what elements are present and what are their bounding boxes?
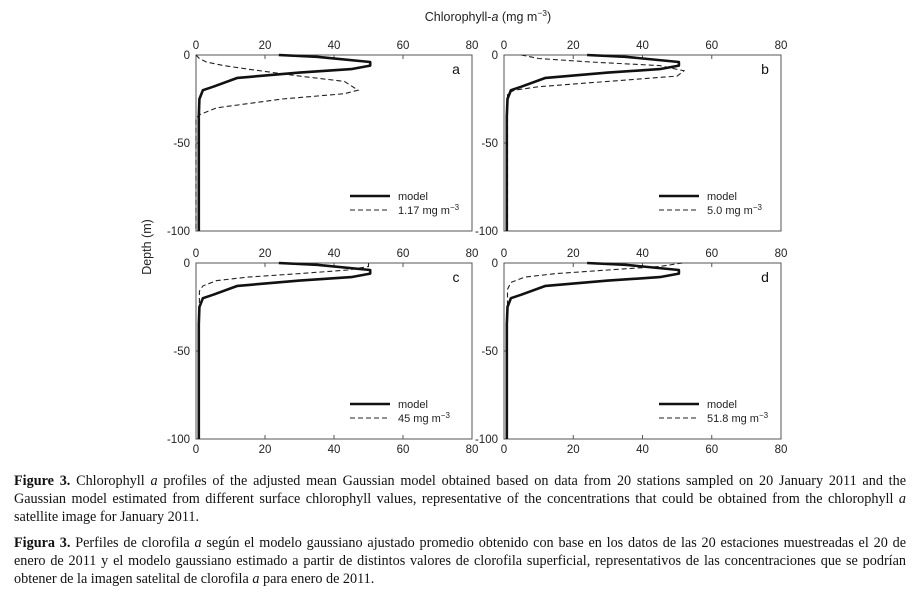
- y-tick-label: 0: [184, 258, 190, 270]
- caption-spanish: Figura 3. Perfiles de clorofila a según …: [14, 535, 906, 587]
- x-tick-label: 0: [193, 40, 199, 52]
- panel-letter: c: [453, 269, 460, 285]
- x-tick-label-bottom: 60: [705, 444, 718, 456]
- x-tick-label: 60: [705, 248, 718, 260]
- x-tick-label: 80: [775, 248, 788, 260]
- legend-surface-label: 1.17 mg m−3: [398, 203, 460, 217]
- legend-model-label: model: [707, 191, 737, 203]
- x-tick-label-bottom: 20: [259, 444, 272, 456]
- x-tick-label-bottom: 40: [636, 444, 649, 456]
- x-tick-label: 60: [397, 248, 410, 260]
- legend-surface-label: 45 mg m−3: [398, 411, 450, 425]
- x-tick-label: 40: [636, 40, 649, 52]
- y-tick-label: -100: [475, 226, 498, 238]
- model-series-line: [505, 261, 681, 439]
- x-tick-label-bottom: 0: [193, 444, 199, 456]
- x-tick-label: 0: [501, 40, 507, 52]
- x-tick-label: 40: [328, 248, 341, 260]
- y-tick-label: -100: [475, 434, 498, 446]
- legend-model-label: model: [398, 191, 428, 203]
- x-tick-label: 80: [466, 248, 479, 260]
- x-tick-label: 80: [466, 40, 479, 52]
- model-series-line: [197, 261, 372, 439]
- caption-es-label: Figura 3.: [14, 535, 71, 551]
- y-tick-label: -50: [481, 346, 498, 358]
- y-tick-label: -50: [481, 138, 498, 150]
- panel-letter: d: [761, 269, 769, 285]
- x-tick-label: 40: [636, 248, 649, 260]
- y-tick-label: -50: [173, 346, 190, 358]
- model-series-line: [197, 53, 372, 231]
- x-tick-label-bottom: 80: [466, 444, 479, 456]
- x-tick-label: 40: [328, 40, 341, 52]
- x-tick-label: 20: [567, 40, 580, 52]
- x-tick-label-bottom: 20: [567, 444, 580, 456]
- model-series-line: [505, 53, 681, 231]
- y-tick-label: -100: [167, 226, 190, 238]
- caption-english: Figure 3. Chlorophyll a profiles of the …: [14, 473, 907, 525]
- x-tick-label: 60: [705, 40, 718, 52]
- x-tick-label-bottom: 40: [328, 444, 341, 456]
- y-tick-label: 0: [492, 258, 498, 270]
- x-axis-title: Chlorophyll-a (mg m−3): [425, 8, 551, 24]
- x-tick-label: 60: [397, 40, 410, 52]
- legend-surface-label: 5.0 mg m−3: [707, 203, 763, 217]
- surface-series-line: [506, 54, 686, 231]
- y-tick-label: 0: [492, 50, 498, 62]
- legend-model-label: model: [707, 399, 737, 411]
- x-tick-label-bottom: 0: [501, 444, 507, 456]
- x-tick-label-bottom: 60: [397, 444, 410, 456]
- surface-series-line: [195, 54, 360, 231]
- surface-series-line: [506, 262, 683, 439]
- x-tick-label: 20: [259, 248, 272, 260]
- panel-letter: b: [761, 61, 769, 77]
- x-tick-label: 80: [775, 40, 788, 52]
- legend-model-label: model: [398, 399, 428, 411]
- surface-series-line: [198, 263, 370, 439]
- y-tick-label: 0: [184, 50, 190, 62]
- y-tick-label: -50: [173, 138, 190, 150]
- legend-surface-label: 51.8 mg m−3: [707, 411, 769, 425]
- y-axis-title: Depth (m): [140, 219, 154, 275]
- x-tick-label: 20: [567, 248, 580, 260]
- panel-letter: a: [452, 61, 460, 77]
- chlorophyll-figure: Chlorophyll-a (mg m−3) Depth (m) 0 20 40 60…: [140, 8, 787, 456]
- caption-en-label: Figure 3.: [14, 473, 71, 489]
- y-tick-label: -100: [167, 434, 190, 446]
- x-tick-label-bottom: 80: [775, 444, 788, 456]
- x-tick-label: 0: [193, 248, 199, 260]
- x-tick-label: 0: [501, 248, 507, 260]
- x-tick-label: 20: [259, 40, 272, 52]
